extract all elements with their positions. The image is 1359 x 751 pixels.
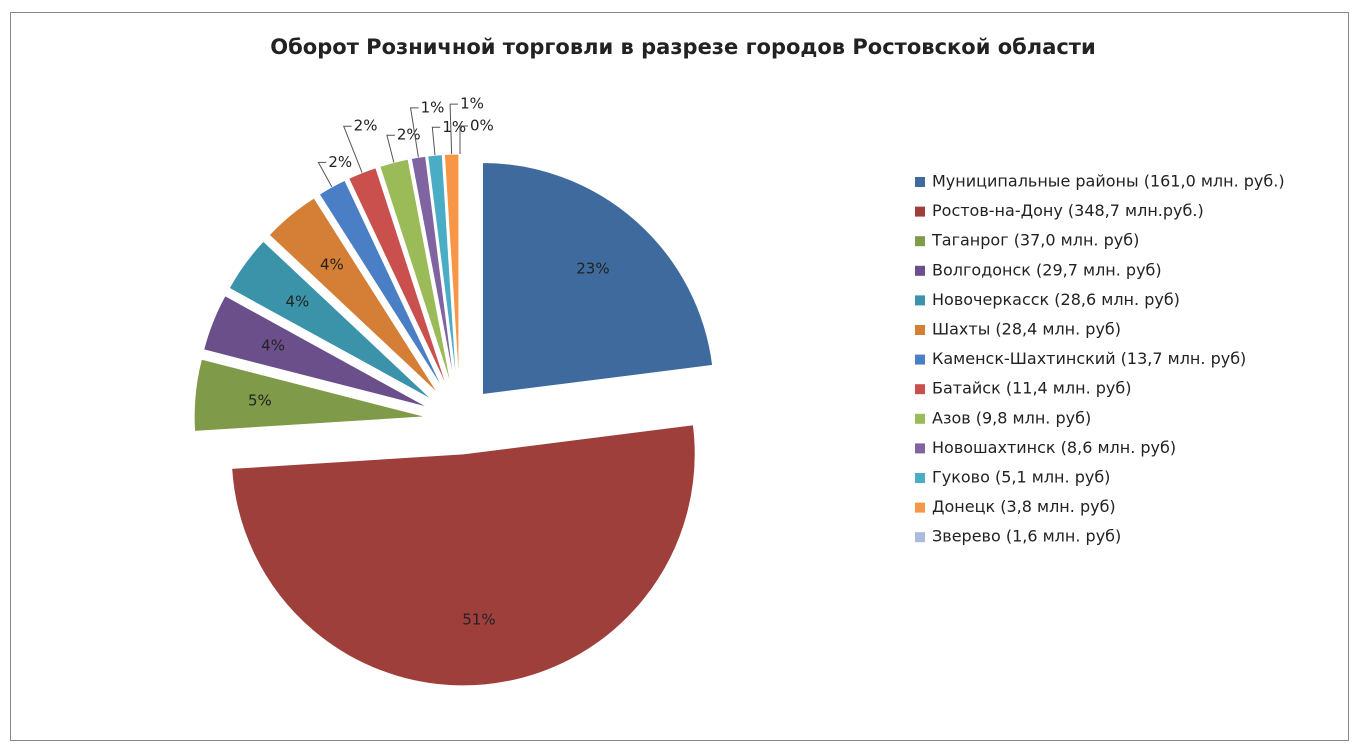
legend-label: Муниципальные районы (161,0 млн. руб.) [932,172,1285,191]
legend-label: Гуково (5,1 млн. руб) [932,468,1110,487]
legend-label: Таганрог (37,0 млн. руб) [931,231,1139,250]
data-label: 2% [354,117,378,135]
legend-swatch [915,473,925,483]
data-label: 51% [462,611,495,629]
legend-swatch [915,502,925,513]
legend-label: Новошахтинск (8,6 млн. руб) [932,438,1176,457]
legend-swatch [915,384,925,395]
legend-label: Каменск-Шахтинский (13,7 млн. руб) [932,349,1246,368]
legend-label: Ростов-на-Дону (348,7 млн.руб.) [932,201,1204,220]
pie-slice [427,154,458,387]
legend-label: Зверево (1,6 млн. руб) [932,527,1121,546]
data-label: 4% [285,292,309,310]
pie-slice [318,179,445,391]
data-label: 1% [442,118,466,136]
pie-slice [228,240,433,401]
legend-swatch [915,177,925,187]
legend-swatch [915,236,925,247]
data-label: 2% [397,126,421,144]
legend-label: Азов (9,8 млн. руб) [932,408,1091,427]
data-label: 23% [576,260,609,278]
legend-swatch [915,206,925,217]
legend-label: Волгодонск (29,7 млн. руб) [932,260,1162,279]
pie-slice [268,197,439,395]
legend-swatch [915,265,925,276]
leader-line [449,103,459,155]
legend-label: Батайск (11,4 млн. руб) [932,379,1131,398]
pie-slice [231,424,696,687]
pie-slice [193,358,427,432]
legend-swatch [915,413,925,424]
data-label: 1% [421,98,445,116]
leader-line [386,134,395,163]
legend-swatch [915,532,925,543]
data-label: 4% [261,336,285,354]
leader-line [317,161,333,188]
leader-line [342,125,363,173]
chart-title: Оборот Розничной торговли в разрезе горо… [270,35,1095,59]
legend-swatch [915,354,925,365]
leader-line [409,107,419,158]
legend-swatch [915,295,925,306]
data-label: 2% [328,153,352,171]
data-label: 0% [470,117,494,135]
pie-slice [481,161,714,396]
data-label: 1% [460,95,484,113]
legend-label: Шахты (28,4 млн. руб) [932,320,1121,339]
data-label: 5% [248,392,272,410]
leader-line [431,126,441,156]
pie-slice [410,155,456,387]
legend-swatch [915,325,925,335]
data-label: 4% [320,256,344,274]
leader-line [459,125,468,154]
pie-slice [203,295,429,408]
legend-swatch [915,443,925,454]
legend-label: Новочеркасск (28,6 млн. руб) [932,290,1180,309]
pie-slice [379,158,453,388]
legend-label: Донецк (3,8 млн. руб) [932,497,1116,516]
pie-slice [443,153,460,387]
